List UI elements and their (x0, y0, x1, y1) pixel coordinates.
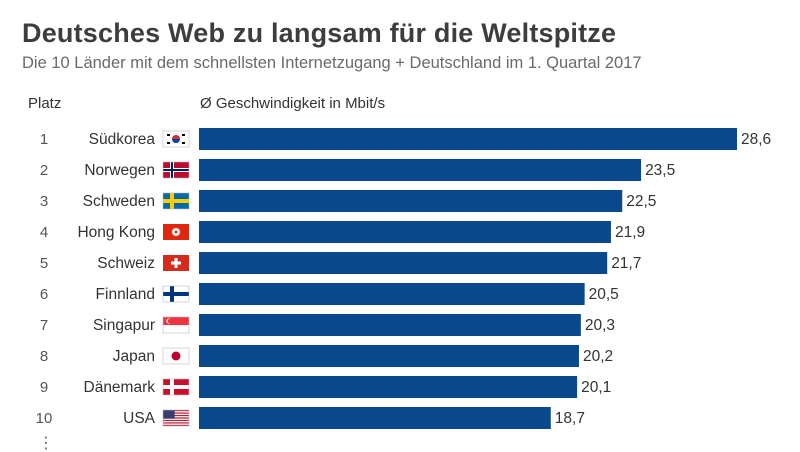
bar (199, 128, 737, 150)
flag-icon-hk (163, 224, 189, 240)
continuation-indicator: ⋮ (38, 435, 54, 452)
flag-icon-ch (163, 255, 189, 271)
bar (199, 221, 611, 243)
flag-icon-dk (162, 378, 190, 396)
country-label: Südkorea (89, 131, 156, 148)
flag-icon-se (162, 192, 190, 210)
rank-label: 1 (40, 131, 48, 148)
value-label: 20,1 (581, 379, 611, 396)
country-label: Norwegen (84, 162, 155, 179)
chart-subtitle: Die 10 Länder mit dem schnellsten Intern… (22, 54, 642, 72)
rank-label: 8 (40, 348, 48, 365)
value-label: 23,5 (645, 162, 675, 179)
bar (199, 159, 642, 181)
value-label: 20,5 (589, 286, 619, 303)
country-label: Hong Kong (77, 224, 155, 241)
value-label: 18,7 (555, 410, 585, 427)
flag-icon-no (162, 161, 190, 179)
value-label: 28,6 (741, 131, 771, 148)
country-label: Dänemark (84, 379, 156, 396)
flag-icon-us (162, 409, 190, 427)
rank-label: 3 (40, 193, 48, 210)
country-label: Schweiz (97, 255, 155, 272)
rank-label: 4 (40, 224, 48, 241)
bar (199, 376, 578, 398)
bar (199, 283, 585, 305)
rank-column-header: Platz (28, 95, 62, 112)
rank-label: 7 (40, 317, 48, 334)
value-label: 21,9 (615, 224, 645, 241)
country-label: USA (123, 410, 156, 427)
country-label: Finnland (96, 286, 155, 303)
chart-title: Deutsches Web zu langsam für die Weltspi… (22, 18, 617, 48)
rank-label: 2 (40, 162, 48, 179)
value-column-header: Ø Geschwindigkeit in Mbit/s (200, 95, 386, 112)
rank-label: 6 (40, 286, 48, 303)
value-label: 22,5 (626, 193, 656, 210)
value-label: 21,7 (611, 255, 641, 272)
country-label: Japan (113, 348, 155, 365)
flag-icon-jp (162, 347, 190, 365)
flag-icon-fi (162, 285, 190, 303)
country-label: Schweden (83, 193, 155, 210)
bar (199, 314, 581, 336)
rank-label: 5 (40, 255, 48, 272)
flag-icon-sg (162, 316, 190, 334)
value-label: 20,2 (583, 348, 613, 365)
rank-label: 9 (40, 379, 48, 396)
bar (199, 345, 579, 367)
value-label: 20,3 (585, 317, 615, 334)
bar (199, 190, 623, 212)
country-label: Singapur (93, 317, 155, 334)
rank-label: 10 (36, 410, 53, 427)
bar (199, 407, 551, 429)
bar (199, 252, 608, 274)
flag-icon-kr (162, 130, 190, 148)
